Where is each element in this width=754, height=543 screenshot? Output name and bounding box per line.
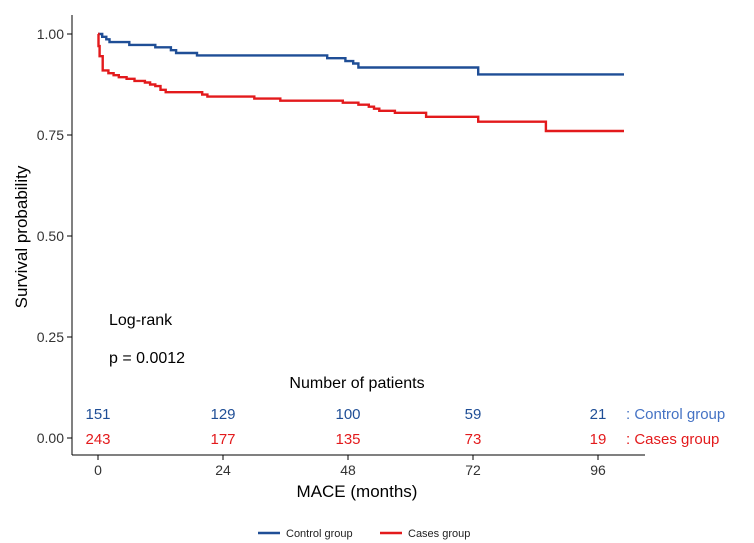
x-tick-label: 72 [465,462,481,478]
y-tick-label: 1.00 [37,26,64,42]
x-tick-label: 96 [590,462,606,478]
risk-table-title: Number of patients [289,375,424,392]
risk-row-label: : Cases group [626,431,719,448]
legend: Control group Cases group [258,528,470,540]
y-tick-label: 0.75 [37,127,64,143]
risk-count: 100 [335,406,360,423]
axes [71,15,645,456]
risk-count: 129 [210,406,235,423]
x-tick-label: 0 [94,462,102,478]
legend-label: Control group [286,528,353,540]
y-tick-label: 0.00 [37,430,64,446]
risk-count: 59 [465,406,482,423]
series-line-control-group [98,32,624,76]
risk-count: 19 [590,431,607,448]
risk-count: 135 [335,431,360,448]
x-tick-label: 48 [340,462,356,478]
p-value-label: p = 0.0012 [109,350,185,367]
y-axis-title: Survival probability [12,165,31,308]
y-ticks: 0.00 0.25 0.50 0.75 1.00 [37,26,72,446]
risk-row-label: : Control group [626,406,725,423]
y-tick-label: 0.25 [37,329,64,345]
series-line-cases-group [97,32,624,133]
risk-table: 151 129 100 59 21 : Control group 243 177 135 73 1… [85,406,725,448]
risk-count: 177 [210,431,235,448]
test-name-label: Log-rank [109,312,173,329]
y-tick-label: 0.50 [37,228,64,244]
risk-count: 151 [85,406,110,423]
risk-count: 73 [465,431,482,448]
legend-label: Cases group [408,528,470,540]
risk-count: 21 [590,406,607,423]
x-ticks: 0 24 48 72 96 [94,455,606,478]
x-axis-title: MACE (months) [297,482,418,501]
x-tick-label: 24 [215,462,231,478]
series-group [97,32,624,133]
risk-count: 243 [85,431,110,448]
